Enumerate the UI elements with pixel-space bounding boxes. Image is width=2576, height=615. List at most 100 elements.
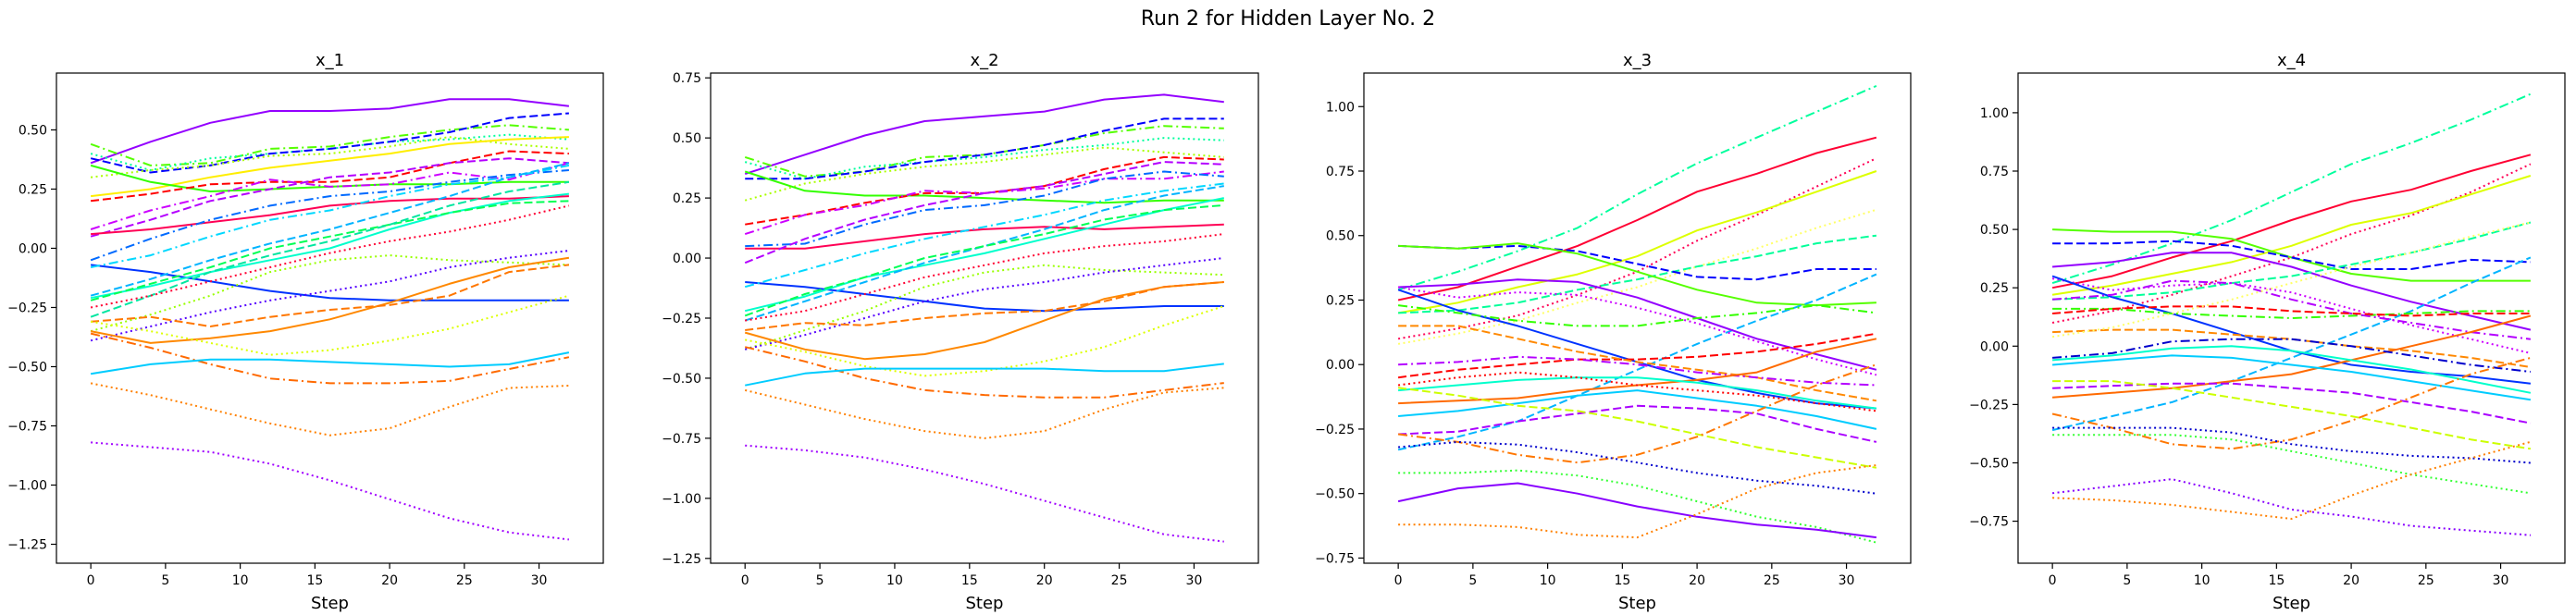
series-line-14 — [90, 164, 570, 268]
axes-frame — [2017, 72, 2566, 564]
series-line-25 — [2051, 478, 2531, 536]
series-line-21 — [90, 250, 570, 342]
series-line-27 — [1397, 371, 1877, 412]
y-tick-label: 0.75 — [673, 71, 701, 86]
subplot-title: x_1 — [316, 51, 344, 70]
series-line-14 — [1397, 332, 1877, 379]
y-tick-label: −0.25 — [1969, 398, 2009, 412]
series-line-15 — [2052, 328, 2532, 368]
series-line-24 — [2052, 434, 2532, 495]
series-line-27 — [90, 382, 569, 437]
series-line-19 — [2052, 338, 2532, 373]
series-line-26 — [1398, 464, 1877, 539]
series-line-17 — [1398, 338, 1877, 405]
subplot-title: x_3 — [1623, 51, 1652, 70]
series-line-26 — [90, 351, 570, 375]
y-tick-label: −0.75 — [1969, 515, 2009, 530]
y-tick-label: 1.00 — [1326, 100, 1355, 115]
subplot-4: 0 5 10 15 20 25 30 −0.75 −0.50 −0.25 0.00 0.25 0.50 0… — [1969, 51, 2566, 613]
series-group — [1397, 84, 1877, 544]
series-line-5 — [1397, 208, 1877, 345]
y-tick-label: 0.25 — [1326, 293, 1355, 308]
series-line-24 — [1398, 469, 1877, 544]
y-tick-label: −0.50 — [1969, 456, 2009, 471]
x-tick-label: 5 — [1468, 573, 1477, 588]
series-line-4 — [745, 117, 1224, 180]
series-line-23 — [2052, 426, 2531, 464]
series-line-1 — [1397, 84, 1877, 291]
x-axis-label: Step — [1618, 594, 1656, 613]
x-tick-label: 5 — [816, 573, 824, 588]
series-line-7 — [2052, 252, 2532, 331]
y-tick-label: −0.75 — [662, 432, 701, 447]
series-line-26 — [2052, 440, 2532, 520]
series-line-25 — [744, 387, 1224, 439]
series-line-20 — [90, 254, 569, 333]
series-line-1 — [90, 98, 570, 165]
x-tick-label: 20 — [2343, 573, 2359, 588]
series-line-13 — [90, 264, 569, 301]
series-line-12 — [90, 169, 569, 262]
series-line-20 — [2052, 382, 2532, 424]
series-line-25 — [1397, 482, 1877, 539]
series-line-12 — [2052, 307, 2531, 319]
series-line-4 — [90, 112, 569, 174]
x-tick-label: 30 — [2493, 573, 2509, 588]
x-axis-label: Step — [2273, 594, 2310, 613]
series-line-13 — [1397, 304, 1877, 327]
y-tick-label: −1.00 — [7, 479, 47, 494]
x-tick-label: 20 — [1689, 573, 1705, 588]
series-line-2 — [1397, 136, 1877, 301]
series-line-8 — [744, 170, 1224, 236]
x-tick-label: 0 — [2049, 573, 2057, 588]
y-tick-label: 0.50 — [19, 123, 47, 138]
series-line-5 — [2052, 228, 2531, 282]
y-tick-label: 0.25 — [673, 191, 701, 206]
series-line-23 — [1398, 440, 1877, 495]
series-line-2 — [90, 124, 569, 166]
x-tick-label: 15 — [961, 573, 978, 588]
y-tick-label: 0.50 — [1980, 223, 2009, 238]
series-line-19 — [90, 204, 570, 309]
series-line-9 — [745, 223, 1224, 250]
axes-frame — [1363, 72, 1912, 564]
series-line-18 — [1398, 376, 1877, 410]
series-line-19 — [1398, 389, 1877, 430]
subplot-1: 0 5 10 15 20 25 30 −1.25 −1.00 −0.75 −0.50 −0.25 0.0… — [7, 51, 604, 613]
subplot-3: 0 5 10 15 20 25 30 −0.75 −0.50 −0.25 0.00 0.25 0.50 0… — [1315, 51, 1912, 613]
x-tick-label: 10 — [232, 573, 249, 588]
series-line-16 — [2052, 314, 2532, 399]
series-line-9 — [1397, 273, 1877, 451]
series-line-21 — [745, 281, 1224, 331]
series-line-23 — [745, 305, 1225, 377]
series-line-1 — [744, 93, 1224, 176]
y-tick-label: −0.50 — [662, 372, 701, 387]
series-line-23 — [91, 264, 570, 327]
series-line-13 — [2052, 279, 2532, 340]
figure-title: Run 2 for Hidden Layer No. 2 — [1141, 7, 1435, 31]
x-tick-label: 30 — [1186, 573, 1203, 588]
y-tick-label: −0.25 — [7, 301, 47, 315]
x-tick-label: 0 — [1394, 573, 1403, 588]
series-line-20 — [1398, 404, 1877, 443]
series-line-18 — [90, 180, 570, 318]
subplots: 0 5 10 15 20 25 30 −1.25 −1.00 −0.75 −0.50 −0.25 0.0… — [7, 51, 2566, 613]
series-line-24 — [90, 332, 570, 385]
x-tick-label: 20 — [381, 573, 398, 588]
x-tick-label: 0 — [741, 573, 749, 588]
y-tick-label: −0.75 — [1315, 551, 1355, 566]
y-tick-label: 0.00 — [19, 241, 47, 256]
y-tick-label: 1.00 — [1980, 106, 2009, 121]
y-tick-label: 0.25 — [19, 182, 47, 197]
series-line-10 — [745, 170, 1224, 248]
x-axis-label: Step — [311, 594, 349, 613]
y-tick-label: −0.25 — [1315, 423, 1355, 437]
x-tick-label: 15 — [2268, 573, 2285, 588]
series-line-17 — [745, 233, 1224, 322]
series-line-6 — [1398, 234, 1877, 314]
y-tick-label: 0.00 — [1326, 358, 1355, 373]
subplot-2: 0 5 10 15 20 25 30 −1.25 −1.00 −0.75 −0.50 −0.25 0.0… — [662, 51, 1259, 613]
x-tick-label: 15 — [306, 573, 323, 588]
series-line-8 — [90, 150, 569, 203]
